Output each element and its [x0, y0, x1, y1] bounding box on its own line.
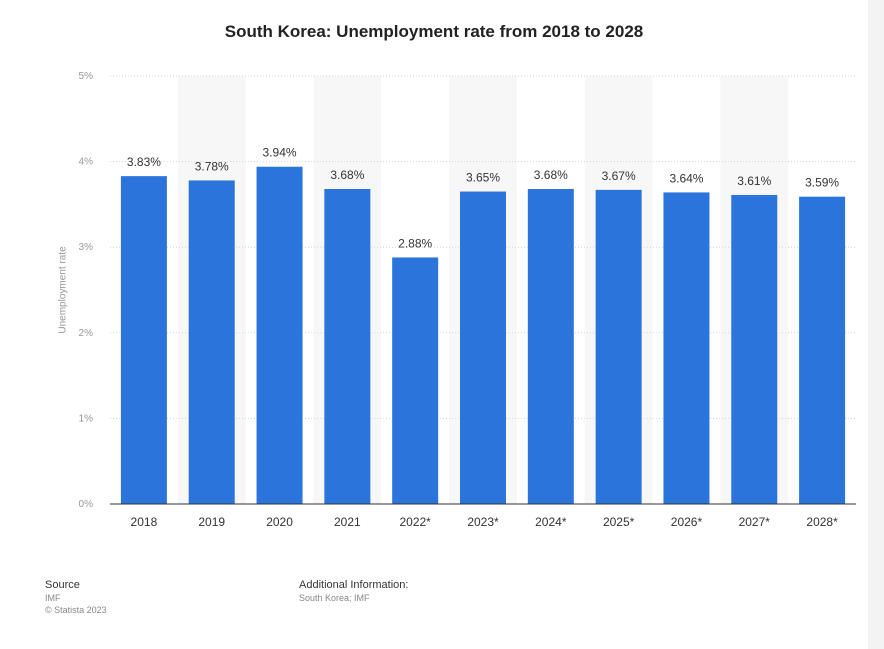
additional-info-text: South Korea; IMF — [299, 593, 370, 603]
bar — [324, 188, 371, 504]
x-tick-label: 2027* — [739, 515, 771, 529]
y-tick-label: 1% — [79, 413, 94, 424]
source-block: Source IMF © Statista 2023 — [45, 579, 107, 616]
data-label: 3.61% — [737, 174, 771, 188]
data-label: 3.83% — [127, 155, 161, 169]
data-label: 3.78% — [195, 159, 229, 173]
additional-info-block: Additional Information: South Korea; IMF — [299, 579, 408, 604]
x-tick-label: 2025* — [603, 515, 635, 529]
data-label: 3.59% — [805, 176, 839, 190]
y-tick-label: 4% — [79, 157, 94, 168]
data-label: 3.94% — [263, 146, 297, 160]
x-tick-label: 2022* — [399, 515, 431, 529]
bar — [799, 196, 846, 505]
bar — [460, 191, 506, 504]
x-tick-label: 2028* — [806, 515, 838, 529]
bar — [256, 166, 303, 504]
x-tick-label: 2023* — [467, 515, 499, 529]
x-tick-label: 2021 — [334, 515, 361, 529]
bar — [663, 192, 710, 504]
bar — [120, 176, 167, 505]
y-axis-label: Unemployment rate — [57, 246, 69, 334]
x-tick-label: 2026* — [671, 515, 703, 529]
y-tick-label: 0% — [79, 499, 94, 510]
bar — [188, 180, 235, 504]
additional-info-heading: Additional Information: — [299, 579, 409, 591]
x-tick-label: 2020 — [266, 515, 293, 529]
data-label: 3.67% — [602, 169, 636, 183]
bar — [527, 188, 574, 504]
data-label: 3.68% — [330, 168, 364, 182]
bar-chart: 0% 1% 2% 3% 4% 5% 3.83% 2018 3.78% 2019 3.94% 2020 3… — [79, 71, 856, 529]
bar — [731, 194, 778, 504]
copyright-text: © Statista 2023 — [45, 605, 107, 615]
chart-title: South Korea: Unemployment rate from 2018… — [224, 22, 644, 41]
bar — [392, 257, 439, 504]
x-tick-label: 2019 — [198, 515, 225, 529]
y-tick-label: 2% — [79, 328, 94, 339]
x-tick-label: 2018 — [131, 515, 158, 529]
source-name: IMF — [45, 593, 61, 603]
data-label: 3.64% — [669, 171, 703, 185]
y-tick-label: 3% — [79, 242, 94, 253]
y-tick-label: 5% — [79, 71, 94, 82]
source-heading: Source — [45, 579, 80, 591]
data-label: 2.88% — [398, 236, 432, 250]
data-label: 3.65% — [466, 171, 500, 185]
bar — [595, 189, 642, 504]
x-tick-label: 2024* — [535, 515, 567, 529]
data-label: 3.68% — [534, 168, 568, 182]
